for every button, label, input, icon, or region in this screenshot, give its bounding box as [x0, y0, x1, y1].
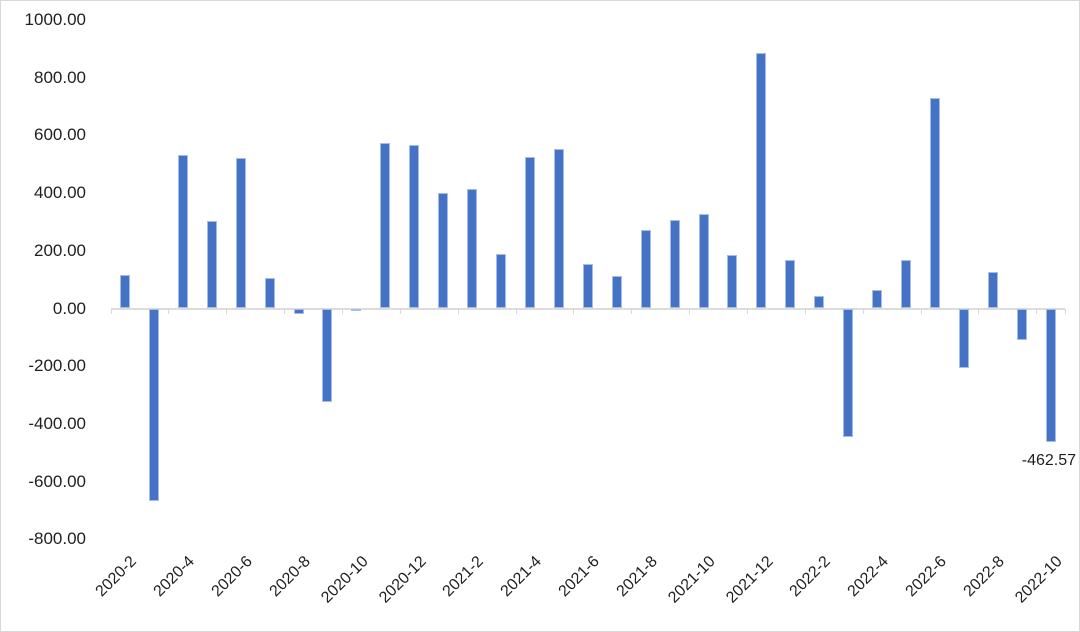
bar-2020-3 [148, 308, 159, 502]
bar-2021-8 [640, 230, 651, 309]
bar-2020-10 [351, 308, 362, 311]
x-axis-tick-mark [1036, 309, 1038, 314]
x-axis-tick-mark [1065, 309, 1067, 314]
bar-2021-3 [496, 253, 507, 309]
x-tick-label-2020-4: 2020-4 [150, 553, 198, 601]
bar-2021-11 [727, 254, 738, 309]
x-axis-tick-mark [746, 309, 748, 314]
x-axis-tick-mark [689, 309, 691, 314]
bar-2022-7 [958, 308, 969, 369]
y-tick-label-1000.00: 1000.00 [24, 10, 86, 29]
x-tick-label-2022-2: 2022-2 [787, 553, 835, 601]
x-axis-line [110, 308, 1066, 310]
x-axis-tick-mark [168, 309, 170, 314]
y-tick-label--600.00: -600.00 [28, 471, 86, 491]
bar-2020-8 [293, 308, 304, 315]
x-tick-label-2021-6: 2021-6 [555, 553, 603, 601]
bar-2022-3 [843, 308, 854, 437]
x-tick-label-2021-12: 2021-12 [722, 553, 777, 607]
x-tick-label-2022-4: 2022-4 [844, 553, 893, 601]
bar-2020-5 [206, 221, 217, 309]
y-tick-label-200.00: 200.00 [34, 240, 86, 260]
x-axis-tick-mark [399, 309, 401, 314]
x-tick-label-2020-8: 2020-8 [266, 553, 314, 601]
bar-2021-6 [582, 263, 593, 309]
bar-2020-9 [322, 308, 333, 402]
x-axis-tick-mark [457, 309, 459, 314]
y-tick-label-800.00: 800.00 [34, 67, 86, 87]
x-tick-label-2021-4: 2021-4 [497, 553, 546, 601]
x-tick-label-2022-8: 2022-8 [960, 553, 1008, 601]
y-tick-label--400.00: -400.00 [28, 413, 86, 433]
x-axis-tick-mark [226, 309, 228, 314]
y-tick-label--800.00: -800.00 [28, 529, 86, 549]
x-axis-tick-mark [978, 309, 980, 314]
bar-2021-1 [438, 192, 449, 309]
x-tick-label-2021-2: 2021-2 [439, 553, 488, 601]
bar-2021-10 [698, 214, 709, 309]
y-tick-label-600.00: 600.00 [34, 125, 86, 145]
x-tick-label-2022-10: 2022-10 [1012, 553, 1066, 607]
x-tick-label-2021-8: 2021-8 [613, 553, 661, 601]
bar-2022-9 [1016, 308, 1027, 341]
bar-2022-8 [987, 271, 998, 309]
bar-2022-1 [785, 260, 796, 309]
x-axis-tick-mark [804, 309, 806, 314]
bar-2022-6 [930, 98, 940, 309]
bar-2021-9 [669, 220, 680, 309]
x-axis-tick-mark [631, 309, 633, 314]
bar-2020-7 [264, 277, 275, 309]
y-tick-label-400.00: 400.00 [34, 183, 86, 203]
bar-2021-5 [553, 148, 564, 309]
x-axis-tick-mark [110, 309, 112, 314]
x-tick-label-2021-10: 2021-10 [665, 553, 719, 607]
x-tick-label-2022-6: 2022-6 [902, 553, 951, 601]
bar-2020-12 [409, 145, 420, 309]
x-axis-tick-mark [515, 309, 517, 314]
bar-2020-4 [177, 155, 188, 309]
bar-2021-7 [611, 276, 622, 309]
x-tick-label-2020-10: 2020-10 [317, 553, 372, 607]
x-axis-tick-mark [284, 309, 286, 314]
bar-2021-4 [524, 157, 535, 309]
bar-2022-2 [814, 296, 825, 309]
bar-2021-12 [756, 53, 767, 309]
y-tick-label--200.00: -200.00 [28, 356, 86, 376]
x-axis-tick-mark [341, 309, 343, 314]
bar-2020-2 [119, 275, 130, 309]
x-axis-tick-mark [862, 309, 864, 314]
x-tick-label-2020-2: 2020-2 [92, 553, 140, 601]
data-label-2022-10: -462.57 [1021, 452, 1076, 469]
bar-2020-11 [380, 142, 391, 309]
bar-2022-4 [872, 290, 883, 309]
x-axis-tick-mark [573, 309, 575, 314]
x-axis-tick-mark [920, 309, 922, 314]
bar-2022-5 [901, 259, 912, 309]
bar-2022-10 [1045, 308, 1056, 442]
bar-2020-6 [235, 157, 246, 309]
y-tick-label-0.00: 0.00 [52, 298, 86, 318]
bar-2021-2 [467, 189, 478, 309]
x-tick-label-2020-12: 2020-12 [375, 553, 430, 607]
x-tick-label-2020-6: 2020-6 [208, 553, 256, 601]
